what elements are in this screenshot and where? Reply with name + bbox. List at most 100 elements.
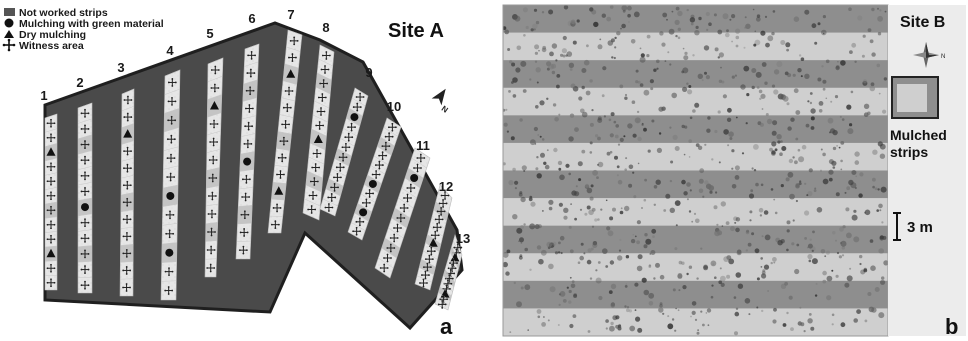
north-arrow-icon: N: [431, 88, 450, 115]
four-point-cross-icon: [352, 102, 362, 112]
four-point-cross-icon: [308, 191, 318, 200]
four-point-cross-icon: [289, 36, 299, 46]
filled-triangle-icon: [46, 248, 56, 258]
strip-number: 2: [76, 75, 83, 90]
bare-band: [503, 142, 888, 171]
strip-number: 6: [248, 11, 255, 26]
strip-number: 8: [322, 20, 329, 35]
four-point-cross-icon: [208, 155, 218, 165]
four-point-cross-icon: [80, 265, 90, 274]
four-point-cross-icon: [165, 210, 175, 220]
four-point-cross-icon: [371, 170, 381, 179]
photo-texture: [503, 5, 888, 336]
four-point-cross-icon: [352, 226, 362, 236]
panel-b: Site B N Mulched strips 3 m b: [502, 4, 966, 339]
four-point-cross-icon: [166, 134, 176, 144]
four-point-cross-icon: [164, 267, 174, 277]
four-point-cross-icon: [207, 227, 216, 237]
four-point-cross-icon: [453, 243, 463, 252]
site-a-strips: [44, 29, 463, 311]
four-point-cross-icon: [277, 153, 287, 163]
four-point-cross-icon: [46, 278, 56, 288]
four-point-cross-icon: [422, 262, 432, 272]
four-point-cross-icon: [307, 205, 317, 214]
four-point-cross-icon: [437, 300, 447, 309]
filled-circle-icon: [410, 174, 419, 182]
scale-bar: [893, 212, 901, 241]
mulched-strips-swatch: [891, 76, 939, 119]
four-point-cross-icon: [379, 263, 389, 273]
four-point-cross-icon: [244, 104, 254, 113]
filled-circle-icon: [368, 179, 377, 188]
four-point-cross-icon: [246, 68, 256, 78]
four-point-cross-icon: [166, 172, 176, 182]
four-point-cross-icon: [241, 174, 251, 184]
four-point-cross-icon: [46, 133, 56, 143]
four-point-cross-icon: [270, 220, 280, 230]
four-point-cross-icon: [239, 228, 249, 237]
filled-triangle-icon: [46, 147, 56, 156]
four-point-cross-icon: [122, 214, 132, 224]
four-point-cross-icon: [123, 146, 132, 156]
four-point-cross-icon: [319, 79, 329, 88]
four-point-cross-icon: [320, 65, 330, 74]
four-point-cross-icon: [80, 108, 90, 118]
north-label: N: [440, 104, 450, 115]
panel-letter-a: a: [440, 314, 453, 339]
four-point-cross-icon: [335, 162, 345, 172]
four-point-cross-icon: [243, 139, 253, 149]
four-point-cross-icon: [2, 38, 16, 52]
four-point-cross-icon: [341, 142, 351, 152]
filled-circle-icon: [243, 157, 252, 166]
strip-number: 5: [206, 26, 213, 41]
four-point-cross-icon: [210, 65, 220, 75]
four-point-cross-icon: [122, 231, 132, 241]
four-point-cross-icon: [344, 132, 354, 142]
four-point-cross-icon: [440, 191, 450, 200]
four-point-cross-icon: [421, 270, 430, 280]
mulched-band: [503, 170, 888, 199]
four-point-cross-icon: [46, 220, 56, 230]
filled-triangle-icon: [286, 69, 296, 78]
four-point-cross-icon: [46, 176, 56, 186]
legend-label-witness: Witness area: [19, 40, 84, 52]
four-point-cross-icon: [413, 163, 422, 173]
four-point-cross-icon: [247, 50, 257, 60]
four-point-cross-icon: [122, 283, 131, 292]
four-point-cross-icon: [122, 266, 132, 275]
four-point-cross-icon: [338, 152, 348, 162]
filled-circle-icon: [4, 18, 14, 28]
four-point-cross-icon: [324, 203, 334, 212]
four-point-cross-icon: [361, 198, 371, 208]
four-point-cross-icon: [365, 189, 375, 198]
four-point-cross-icon: [207, 209, 217, 219]
filled-circle-icon: [166, 191, 175, 200]
four-point-cross-icon: [355, 217, 365, 227]
four-point-cross-icon: [80, 124, 90, 134]
four-point-cross-icon: [165, 229, 175, 239]
four-point-cross-icon: [315, 121, 325, 130]
strip-number: 1: [40, 88, 47, 103]
four-point-cross-icon: [316, 107, 326, 116]
strip-12: [414, 184, 453, 291]
four-point-cross-icon: [386, 243, 396, 253]
four-point-cross-icon: [312, 149, 322, 158]
filled-triangle-icon: [274, 186, 284, 195]
four-point-cross-icon: [403, 193, 412, 203]
four-point-cross-icon: [406, 183, 416, 193]
panel-letter-b: b: [945, 314, 958, 339]
four-point-cross-icon: [434, 214, 444, 224]
strip-10: [347, 117, 402, 241]
four-point-cross-icon: [209, 119, 219, 129]
four-point-cross-icon: [333, 172, 342, 182]
four-point-cross-icon: [46, 191, 56, 201]
four-point-cross-icon: [206, 263, 216, 273]
mulched-band: [503, 5, 888, 34]
four-point-cross-icon: [122, 248, 132, 258]
filled-triangle-icon: [4, 30, 14, 38]
filled-triangle-icon: [313, 134, 323, 143]
site-a-title: Site A: [388, 20, 444, 42]
four-point-cross-icon: [208, 173, 218, 183]
four-point-cross-icon: [383, 253, 392, 263]
mulched-band: [503, 60, 888, 89]
